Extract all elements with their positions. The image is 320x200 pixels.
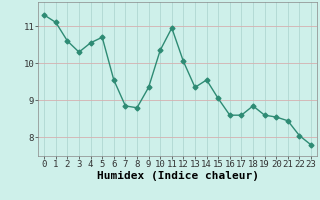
X-axis label: Humidex (Indice chaleur): Humidex (Indice chaleur) [97, 171, 259, 181]
